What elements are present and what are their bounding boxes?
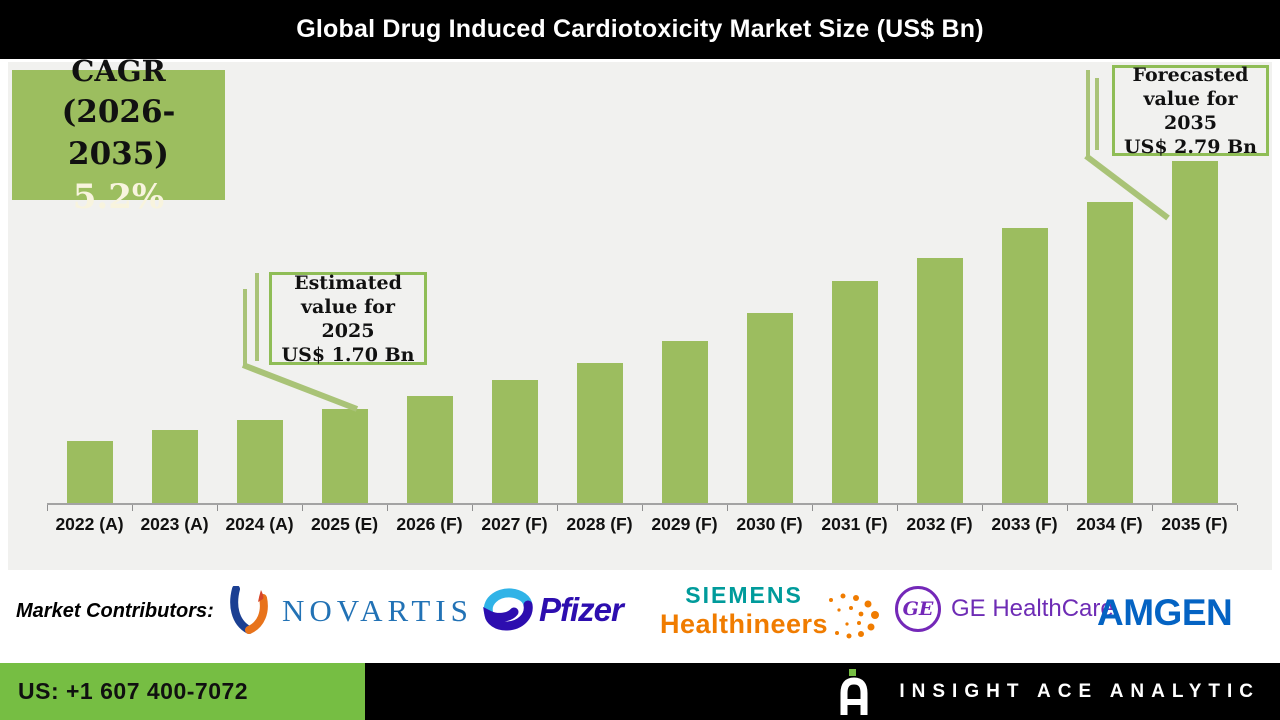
estimated-line2: value for 2025 (301, 295, 395, 342)
x-axis-tick (982, 505, 983, 511)
x-axis-label: 2033 (F) (991, 514, 1058, 534)
bar-2029-f (661, 341, 708, 503)
bar-2033-f (1001, 228, 1048, 503)
x-axis-tick (47, 505, 48, 511)
title-bar: Global Drug Induced Cardiotoxicity Marke… (0, 0, 1280, 59)
x-axis-tick (1152, 505, 1153, 511)
x-axis-label: 2035 (F) (1161, 514, 1228, 534)
x-axis-label: 2024 (A) (225, 514, 294, 534)
brand-block: INSIGHT ACE ANALYTIC (837, 663, 1260, 720)
x-axis-tick (387, 505, 388, 511)
bar-2031-f (831, 281, 878, 503)
cagr-label: CAGR (71, 54, 166, 88)
estimated-line1: Estimated (294, 271, 402, 294)
novartis-flame-icon (230, 586, 268, 634)
x-axis-label: 2031 (F) (821, 514, 888, 534)
x-axis-tick (302, 505, 303, 511)
footer-bar: US: +1 607 400-7072 INSIGHT ACE ANALYTIC (0, 663, 1280, 720)
x-axis-label: 2034 (F) (1076, 514, 1143, 534)
chart-panel: CAGR (2026-2035) 5.2% 2022 (A) 2023 (A) 20… (8, 54, 1272, 570)
estimated-value: US$ 1.70 Bn (281, 343, 415, 366)
ge-monogram: GE (902, 598, 934, 620)
forecasted-value: US$ 2.79 Bn (1124, 135, 1257, 158)
amgen-logo: AMGEN (1097, 592, 1233, 634)
x-axis-label: 2030 (F) (736, 514, 803, 534)
cagr-period: (2026-2035) (61, 94, 176, 172)
bar-2023-a (151, 430, 198, 503)
estimated-value-callout: Estimated value for 2025 US$ 1.70 Bn (269, 271, 427, 366)
x-axis-tick (557, 505, 558, 511)
ge-healthcare-logo: GE GE HealthCare (895, 586, 1114, 632)
bar-2025-e (321, 409, 368, 503)
bar-2034-f (1086, 202, 1133, 503)
x-axis-tick (642, 505, 643, 511)
x-axis-label: 2032 (F) (906, 514, 973, 534)
x-axis-label: 2022 (A) (55, 514, 124, 534)
x-axis-tick (132, 505, 133, 511)
ge-roundel-icon: GE (895, 586, 941, 632)
ge-healthcare-wordmark: GE HealthCare (951, 595, 1114, 622)
contributors-strip: Market Contributors: NOVARTIS Pfizer SIE… (0, 570, 1280, 663)
amgen-wordmark: AMGEN (1097, 592, 1233, 633)
bar-2032-f (916, 258, 963, 503)
cagr-badge: CAGR (2026-2035) 5.2% (12, 54, 225, 217)
x-axis-tick (217, 505, 218, 511)
x-axis-label: 2025 (E) (310, 514, 379, 534)
x-axis-label: 2029 (F) (651, 514, 718, 534)
bar-2035-f (1171, 161, 1218, 503)
brand-name: INSIGHT ACE ANALYTIC (899, 680, 1260, 702)
x-axis-label: 2023 (A) (140, 514, 209, 534)
phone-number: US: +1 607 400-7072 (18, 678, 249, 704)
x-axis-tick (812, 505, 813, 511)
siemens-healthineers-logo: SIEMENS Healthineers (660, 582, 879, 640)
novartis-logo: NOVARTIS (228, 586, 473, 636)
bar-2022-a (66, 441, 113, 503)
x-axis-line (47, 503, 1237, 505)
siemens-wordmark: SIEMENS (685, 582, 803, 608)
x-axis-tick (897, 505, 898, 511)
bar-2028-f (576, 363, 623, 503)
pfizer-logo: Pfizer (483, 588, 624, 632)
x-axis-label: 2027 (F) (481, 514, 548, 534)
healthineers-wordmark: Healthineers (660, 609, 829, 639)
bar-2026-f (406, 396, 453, 503)
forecasted-value-callout: Forecasted value for 2035 US$ 2.79 Bn (1112, 63, 1269, 158)
pfizer-swirl-icon (483, 588, 533, 631)
x-axis-tick (1067, 505, 1068, 511)
x-axis-tick (472, 505, 473, 511)
cagr-value: 5.2% (72, 177, 165, 217)
bar-2030-f (746, 313, 793, 503)
x-axis-tick (727, 505, 728, 511)
x-axis-label: 2028 (F) (566, 514, 633, 534)
contributors-label: Market Contributors: (16, 600, 214, 622)
bar-2027-f (491, 380, 538, 503)
pfizer-wordmark: Pfizer (539, 591, 624, 628)
page-title: Global Drug Induced Cardiotoxicity Marke… (296, 15, 984, 43)
phone-block: US: +1 607 400-7072 (0, 663, 365, 720)
x-axis-label: 2026 (F) (396, 514, 463, 534)
forecasted-line1: Forecasted (1132, 63, 1249, 86)
insight-ace-logo-icon (840, 668, 868, 715)
healthineers-dots-icon (829, 593, 879, 639)
novartis-wordmark: NOVARTIS (282, 593, 473, 628)
bar-2024-a (236, 420, 283, 503)
x-axis-tick (1237, 505, 1238, 511)
forecasted-line2: value for 2035 (1143, 87, 1238, 134)
